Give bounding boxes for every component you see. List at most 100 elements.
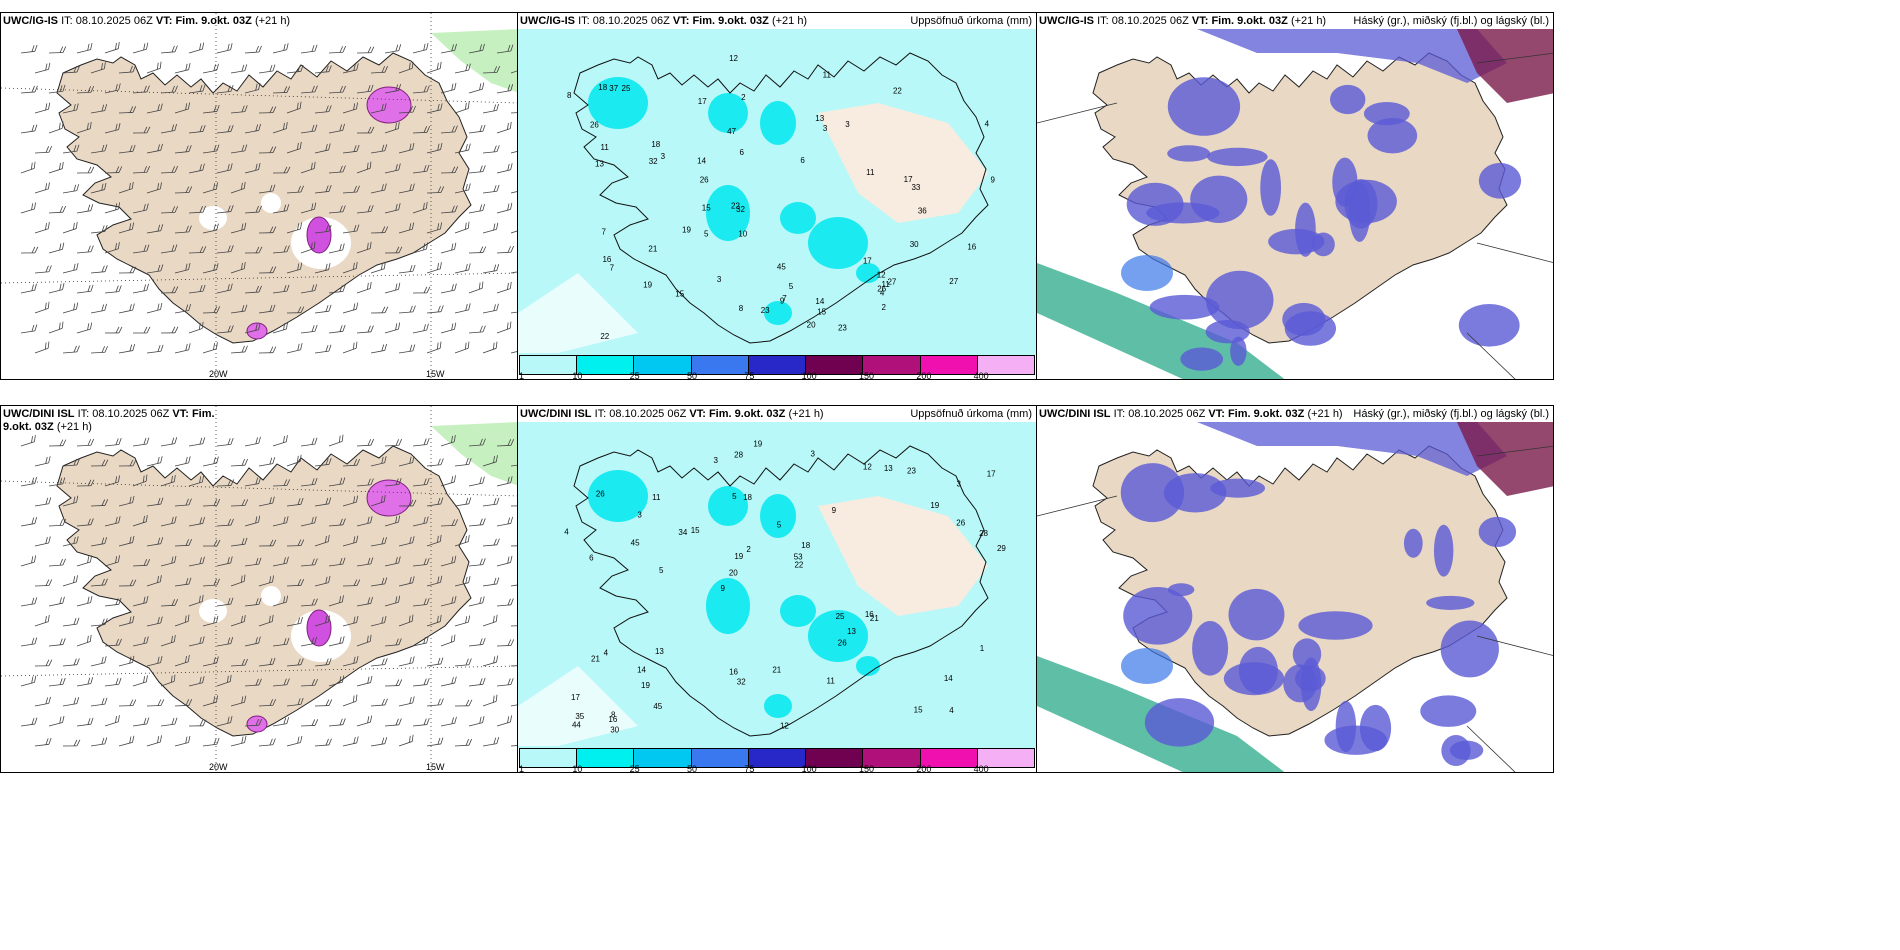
- precip-value-label: 26: [700, 175, 709, 184]
- precip-value-label: 12: [877, 271, 886, 280]
- precip-value-label: 17: [904, 175, 913, 184]
- wind-barb: [146, 224, 164, 234]
- wind-barb: [426, 103, 443, 114]
- wind-barb: [160, 286, 179, 294]
- wind-barb: [174, 343, 191, 354]
- wind-barb: [468, 596, 485, 607]
- precip-value-label: 26: [590, 120, 599, 129]
- dry-area: [818, 103, 988, 223]
- precip-value-label: 32: [736, 205, 745, 214]
- wind-barb: [132, 244, 150, 254]
- wind-barb: [104, 166, 123, 174]
- wind-barb: [132, 203, 149, 214]
- wind-barb: [496, 44, 514, 54]
- wind-barb: [468, 203, 486, 214]
- precip-map-bottom: 4639985541517191818212628292526201619111…: [518, 422, 1036, 748]
- wind-barb: [482, 577, 500, 587]
- precip-value-label: 5: [732, 492, 737, 501]
- precip-cell: [366, 86, 412, 124]
- mid-cloud: [1420, 695, 1477, 727]
- graticule-line: [1476, 242, 1553, 263]
- wind-barb: [132, 85, 150, 94]
- precip-value-label: 22: [893, 87, 902, 96]
- wind-barb: [160, 165, 179, 174]
- wind-barb: [34, 737, 52, 747]
- wind-barb: [370, 65, 388, 74]
- wind-barb: [426, 222, 442, 234]
- colorbar-tick-label: 10: [572, 371, 583, 380]
- precip-value-label: 19: [734, 552, 743, 561]
- precip-value-label: 4: [564, 528, 569, 537]
- wind-barb: [482, 103, 499, 114]
- panel-header: UWC/DINI ISL IT: 08.10.2025 06Z VT: Fim.…: [3, 408, 215, 433]
- wind-barb: [244, 597, 262, 607]
- wind-barb: [34, 659, 53, 667]
- precip-value-label: 3: [845, 120, 850, 129]
- wind-barb: [62, 536, 79, 547]
- wind-barb: [34, 536, 51, 547]
- wind-barb: [62, 221, 78, 234]
- wind-barb: [90, 737, 108, 747]
- wind-barb: [370, 226, 389, 234]
- wind-barb: [174, 538, 193, 547]
- mid-cloud: [1230, 336, 1247, 366]
- wind-barb: [342, 694, 358, 707]
- precip-value-label: 6: [740, 148, 745, 157]
- wind-barb: [132, 42, 149, 54]
- wind-barb: [34, 614, 50, 627]
- wind-barb: [496, 245, 515, 254]
- wind-barb: [398, 499, 417, 507]
- wind-barb: [258, 184, 276, 194]
- mid-cloud: [1180, 347, 1224, 371]
- precip-value-label: 45: [777, 262, 786, 271]
- wind-barb: [76, 121, 92, 134]
- wind-barb: [300, 44, 318, 54]
- wind-barb: [342, 102, 359, 114]
- precip-value-label: 14: [637, 665, 646, 674]
- precip-value-label: 21: [648, 245, 657, 254]
- wind-barb: [48, 558, 66, 567]
- mid-cloud: [1126, 182, 1184, 226]
- wind-barb: [412, 636, 429, 647]
- wind-barb: [62, 697, 80, 707]
- wind-barb: [174, 225, 192, 234]
- colorbar-tick-label: 75: [744, 764, 755, 773]
- panel-header: UWC/DINI ISL IT: 08.10.2025 06Z VT: Fim.…: [1039, 408, 1343, 420]
- precip-cell: [706, 578, 750, 634]
- mid-cloud: [1367, 117, 1418, 154]
- wind-barb: [426, 657, 444, 667]
- wind-barb: [104, 438, 122, 447]
- wind-barb: [160, 85, 178, 94]
- wind-barb: [342, 535, 359, 547]
- wind-barb: [454, 615, 471, 627]
- wind-barb: [468, 43, 485, 54]
- wind-barb: [440, 205, 458, 214]
- precip-value-label: 11: [823, 71, 832, 80]
- wind-barb: [300, 85, 318, 94]
- wind-barb: [468, 518, 486, 527]
- wind-barb: [468, 281, 484, 294]
- wind-barb: [20, 161, 36, 174]
- wind-barb: [314, 143, 331, 154]
- wind-barb: [34, 265, 52, 274]
- glacier-patch: [199, 206, 227, 230]
- wind-barb: [286, 697, 304, 707]
- lon-label-15w: 15W: [426, 762, 445, 772]
- precip-value-label: 26: [956, 519, 965, 528]
- precip-value-label: 20: [807, 320, 816, 329]
- wind-barb: [48, 84, 66, 94]
- wind-barb: [48, 715, 65, 727]
- cloud-map-panel-bottom: UWC/DINI ISL IT: 08.10.2025 06Z VT: Fim.…: [1036, 405, 1554, 773]
- wind-barb: [132, 474, 148, 487]
- wind-barb: [104, 123, 121, 134]
- wind-barb: [202, 539, 221, 547]
- wind-barb: [272, 166, 291, 174]
- precip-cell: [780, 595, 816, 627]
- wind-barb: [412, 598, 430, 607]
- wind-barb: [398, 536, 415, 547]
- precip-value-label: 17: [571, 693, 580, 702]
- precip-band: [431, 29, 517, 93]
- wind-barb: [286, 658, 304, 667]
- wind-barb: [300, 437, 318, 447]
- precip-value-label: 25: [836, 612, 845, 621]
